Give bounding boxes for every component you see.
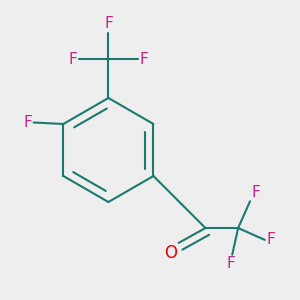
Text: O: O [164, 244, 177, 262]
Text: F: F [104, 16, 113, 31]
Text: F: F [68, 52, 77, 67]
Text: F: F [226, 256, 235, 271]
Text: F: F [23, 115, 32, 130]
Text: F: F [266, 232, 275, 247]
Text: F: F [140, 52, 148, 67]
Text: F: F [251, 185, 260, 200]
